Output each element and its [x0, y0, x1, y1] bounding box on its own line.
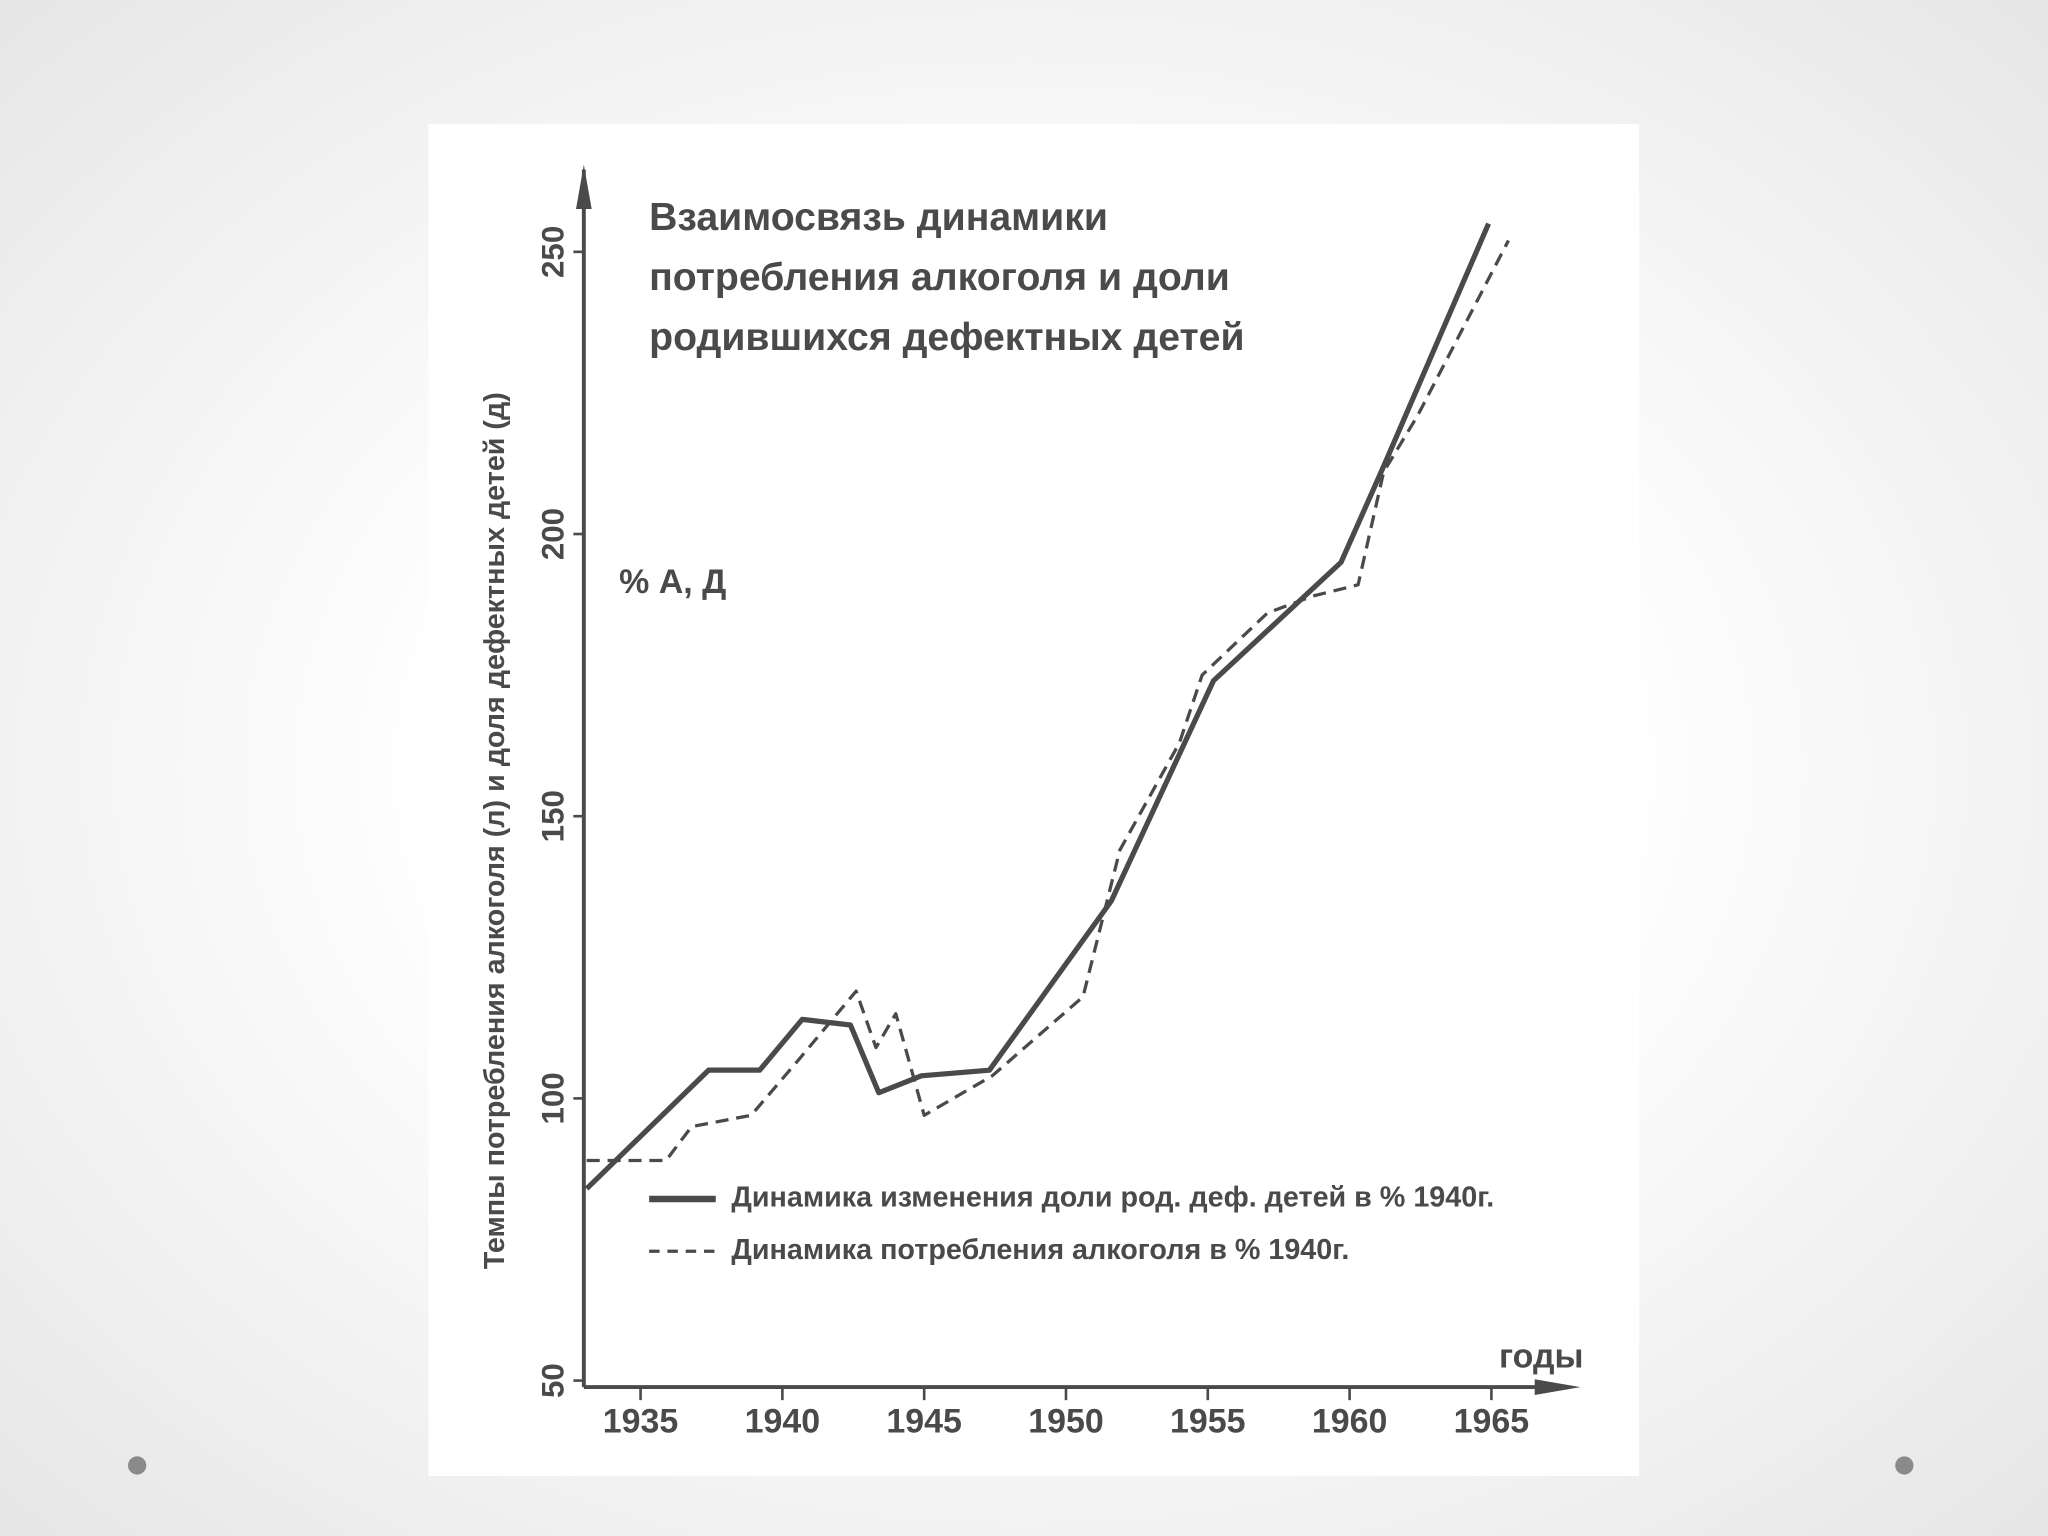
legend-label: Динамика изменения доли род. деф. детей … [731, 1182, 1494, 1214]
x-tick-label: 1945 [886, 1403, 962, 1441]
y-tick-label: 250 [535, 226, 570, 278]
chart-title: потребления алкоголя и доли [649, 256, 1230, 299]
x-tick-label: 1950 [1028, 1403, 1104, 1441]
data-line [584, 222, 1491, 1191]
y-axis-arrow [576, 164, 592, 209]
y-tick-label: 50 [535, 1363, 570, 1398]
chart-title: родившихся дефектных детей [649, 316, 1244, 359]
data-line [586, 239, 1510, 1163]
x-axis-arrow [1534, 1379, 1581, 1395]
x-tick-label: 1955 [1170, 1403, 1246, 1441]
y-tick-label: 150 [535, 790, 570, 842]
chart-title: Взаимосвязь динамики [649, 196, 1108, 239]
x-tick-label: 1965 [1454, 1403, 1530, 1441]
slide-dot [128, 1456, 147, 1475]
y-tick-label: 100 [535, 1072, 570, 1124]
y-tick-label: 200 [535, 508, 570, 560]
y-axis-label: Темпы потребления алкоголя (л) и доля де… [479, 392, 511, 1269]
chart-panel [428, 124, 1640, 1476]
slide-dot [1895, 1456, 1914, 1475]
unit-label: % А, Д [619, 563, 726, 601]
legend-label: Динамика потребления алкоголя в % 1940г. [731, 1234, 1349, 1266]
x-tick-label: 1960 [1312, 1403, 1387, 1441]
x-tick-label: 1940 [745, 1403, 821, 1441]
x-axis-label: годы [1499, 1337, 1584, 1375]
x-tick-label: 1935 [603, 1403, 679, 1441]
